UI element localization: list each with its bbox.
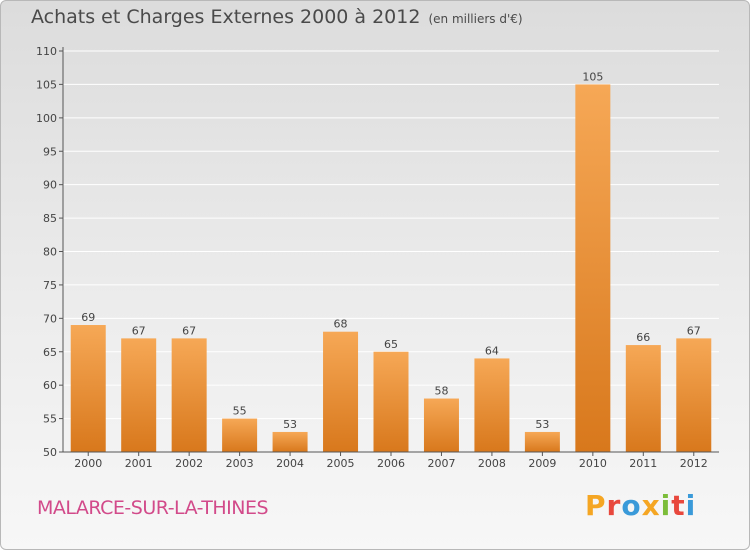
data-label: 68 xyxy=(334,318,348,331)
labels: 50 55 60 65 70 75 80 85 90 95 100 105 110 69 2000 67 200… xyxy=(36,45,708,470)
y-tick-label: 50 xyxy=(43,446,57,459)
axes xyxy=(59,47,719,456)
data-label: 65 xyxy=(384,338,398,351)
y-tick-label: 90 xyxy=(43,179,57,192)
bar xyxy=(423,398,459,452)
x-tick-label: 2009 xyxy=(528,457,556,470)
y-tick-label: 85 xyxy=(43,212,57,225)
proxiti-logo: Proxiti xyxy=(585,489,696,522)
x-tick-label: 2006 xyxy=(377,457,405,470)
bar xyxy=(323,331,359,452)
x-tick-label: 2012 xyxy=(680,457,708,470)
bar xyxy=(625,345,661,452)
logo-letter: P xyxy=(585,489,607,522)
logo-letter: r xyxy=(606,489,622,522)
y-tick-label: 80 xyxy=(43,246,57,259)
y-tick-label: 110 xyxy=(36,45,57,58)
data-label: 69 xyxy=(81,311,95,324)
data-label: 67 xyxy=(687,324,701,337)
x-tick-label: 2005 xyxy=(327,457,355,470)
data-label: 53 xyxy=(535,418,549,431)
x-tick-label: 2008 xyxy=(478,457,506,470)
y-tick-label: 75 xyxy=(43,279,57,292)
bar xyxy=(676,338,712,452)
y-tick-label: 60 xyxy=(43,379,57,392)
bars xyxy=(70,84,712,453)
y-tick-label: 70 xyxy=(43,312,57,325)
chart-unit: (en milliers d'€) xyxy=(428,12,523,26)
data-label: 67 xyxy=(132,324,146,337)
commune-name: MALARCE-SUR-LA-THINES xyxy=(37,497,269,519)
x-tick-label: 2003 xyxy=(226,457,254,470)
logo-letter: i xyxy=(660,489,672,522)
bar xyxy=(474,358,510,452)
data-label: 58 xyxy=(434,385,448,398)
logo-letter: t xyxy=(671,489,686,522)
chart-title: Achats et Charges Externes 2000 à 2012 (e… xyxy=(31,6,523,28)
data-label: 66 xyxy=(636,331,650,344)
bar xyxy=(222,418,258,452)
x-tick-label: 2000 xyxy=(74,457,102,470)
y-tick-label: 95 xyxy=(43,145,57,158)
bar xyxy=(575,84,611,453)
x-tick-label: 2002 xyxy=(175,457,203,470)
data-label: 64 xyxy=(485,344,499,357)
bar xyxy=(524,431,560,452)
x-tick-label: 2001 xyxy=(125,457,153,470)
bar xyxy=(373,351,409,452)
data-label: 105 xyxy=(582,70,603,83)
y-tick-label: 100 xyxy=(36,112,57,125)
x-tick-label: 2007 xyxy=(427,457,455,470)
bar xyxy=(121,338,157,452)
logo-letter: o xyxy=(621,489,642,522)
x-tick-label: 2004 xyxy=(276,457,304,470)
data-label: 53 xyxy=(283,418,297,431)
y-tick-label: 105 xyxy=(36,78,57,91)
data-label: 55 xyxy=(233,405,247,418)
logo-letter: x xyxy=(641,489,661,522)
data-label: 67 xyxy=(182,324,196,337)
logo-letter: i xyxy=(685,489,697,522)
bar xyxy=(171,338,207,452)
x-tick-label: 2010 xyxy=(579,457,607,470)
bar xyxy=(70,325,106,452)
chart-title-text: Achats et Charges Externes 2000 à 2012 xyxy=(31,6,421,28)
y-tick-label: 65 xyxy=(43,346,57,359)
bar xyxy=(272,431,308,452)
y-tick-label: 55 xyxy=(43,413,57,426)
x-tick-label: 2011 xyxy=(629,457,657,470)
